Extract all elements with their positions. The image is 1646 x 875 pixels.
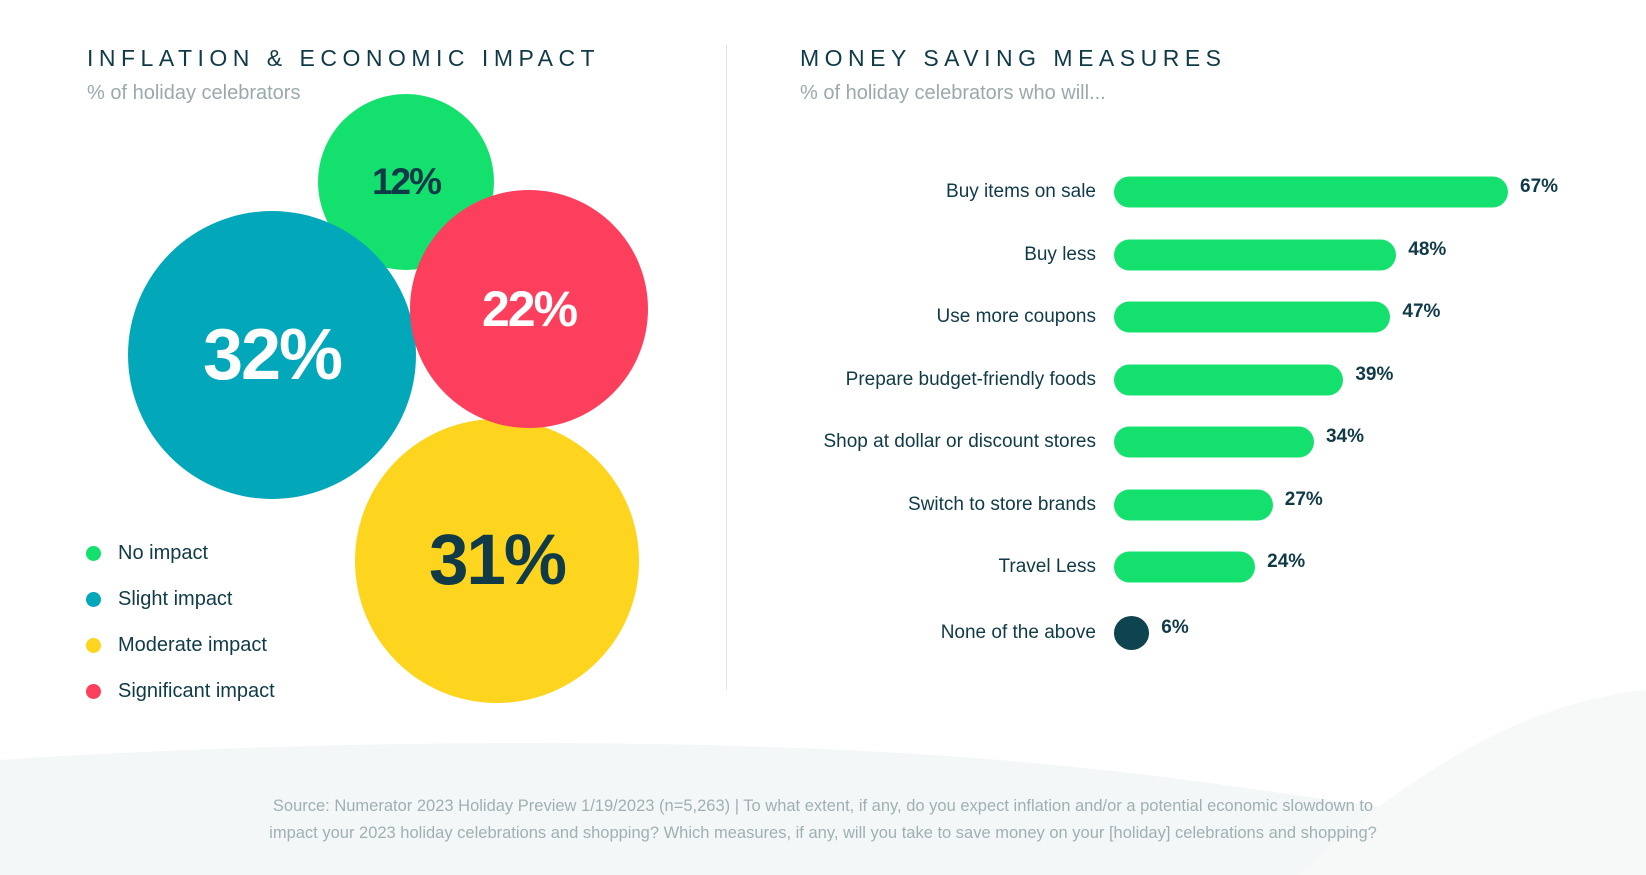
- legend-dot: [86, 637, 101, 653]
- savings-chart-title: MONEY SAVING MEASURES: [800, 45, 1227, 71]
- bar-none-of-the-above: [1114, 615, 1150, 650]
- source-note-line-1: Source: Numerator 2023 Holiday Preview 1…: [272, 797, 1374, 815]
- bar-value-label: 47%: [1402, 301, 1441, 322]
- legend-item-no-impact: No impact: [86, 530, 275, 576]
- panel-divider: [726, 45, 727, 690]
- bubble-slight-impact: 32%: [128, 211, 416, 499]
- bar-category-label: Shop at dollar or discount stores: [823, 431, 1097, 452]
- bubble-moderate-impact: 31%: [355, 419, 639, 703]
- bar-use-more-coupons: [1114, 301, 1391, 333]
- bar-category-label: Buy less: [1024, 243, 1096, 265]
- bar-value-label: 27%: [1284, 488, 1323, 510]
- bar-value-label: 34%: [1325, 426, 1364, 447]
- bar-value-label: 24%: [1267, 551, 1306, 572]
- bar-category-label: Switch to store brands: [908, 493, 1096, 515]
- source-note: Source: Numerator 2023 Holiday Preview 1…: [100, 793, 1546, 847]
- source-note-line-2: impact your 2023 holiday celebrations an…: [269, 824, 1377, 842]
- bar-buy-items-on-sale: [1114, 176, 1508, 208]
- inflation-chart-title: INFLATION & ECONOMIC IMPACT: [87, 45, 601, 71]
- bubble-significant-impact: 22%: [409, 189, 649, 429]
- bar-travel-less: [1114, 551, 1256, 583]
- bubble-value-label: 32%: [202, 315, 343, 395]
- bar-shop-at-dollar-or-discount-stores: [1114, 426, 1314, 458]
- bar-prepare-budget-friendly-foods: [1114, 364, 1344, 395]
- legend-dot: [86, 683, 101, 699]
- legend-label: Slight impact: [118, 587, 233, 610]
- bar-value-label: 6%: [1161, 616, 1189, 638]
- savings-chart-subtitle: % of holiday celebrators who will...: [800, 82, 1106, 104]
- bar-category-label: Prepare budget-friendly foods: [845, 368, 1096, 390]
- bubble-value-label: 12%: [371, 160, 442, 202]
- bar-category-label: None of the above: [940, 621, 1096, 643]
- bar-buy-less: [1114, 239, 1397, 270]
- bubble-value-label: 31%: [428, 521, 567, 601]
- bar-category-label: Use more coupons: [936, 306, 1096, 327]
- impact-legend: No impact Slight impact Moderate impact Sig…: [86, 530, 275, 714]
- legend-label: Moderate impact: [118, 633, 267, 656]
- bubble-value-label: 22%: [481, 280, 578, 337]
- bar-value-label: 39%: [1355, 363, 1394, 385]
- legend-label: No impact: [118, 541, 209, 564]
- bar-value-label: 67%: [1520, 176, 1559, 197]
- legend-item-moderate-impact: Moderate impact: [86, 622, 275, 668]
- legend-label: Significant impact: [118, 679, 275, 702]
- inflation-chart-subtitle: % of holiday celebrators: [87, 82, 301, 104]
- legend-item-significant-impact: Significant impact: [86, 668, 275, 714]
- legend-item-slight-impact: Slight impact: [86, 576, 275, 622]
- bar-value-label: 48%: [1408, 238, 1447, 260]
- bar-category-label: Buy items on sale: [946, 181, 1096, 202]
- bar-switch-to-store-brands: [1114, 489, 1273, 520]
- legend-dot: [86, 545, 101, 561]
- bar-category-label: Travel Less: [998, 556, 1097, 577]
- legend-dot: [86, 591, 101, 607]
